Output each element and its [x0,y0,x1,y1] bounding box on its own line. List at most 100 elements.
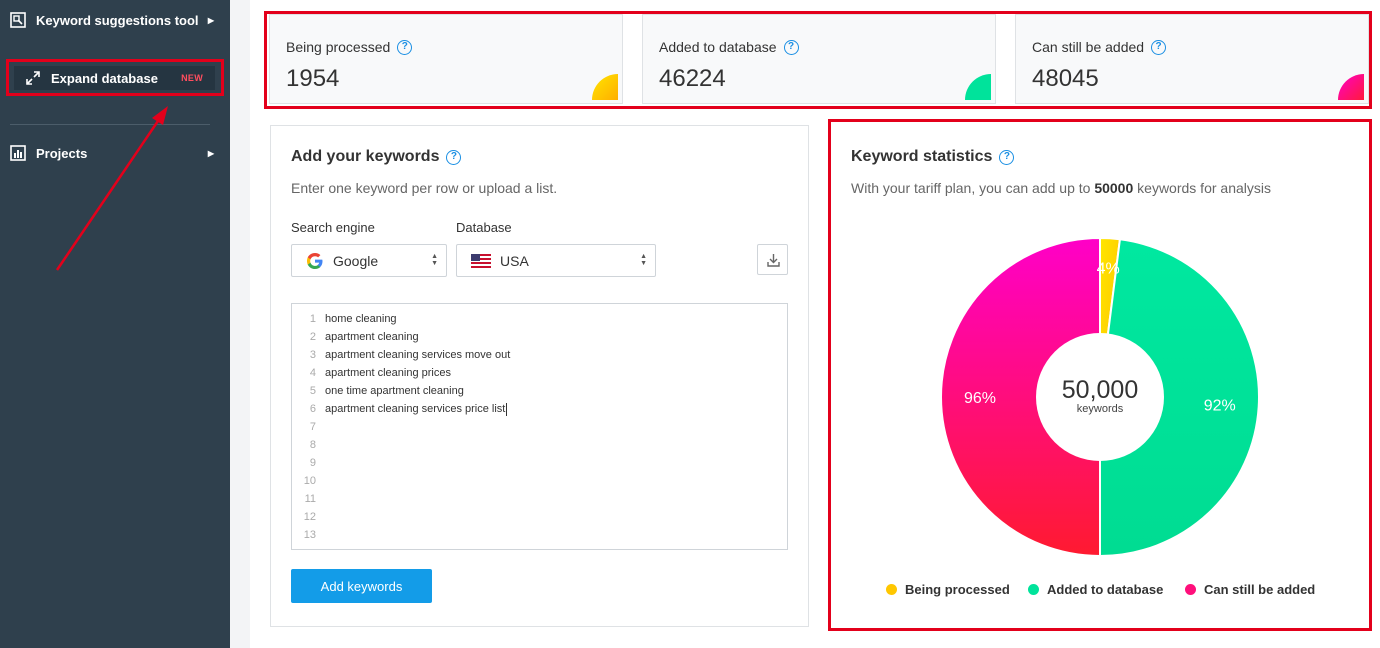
stat-label: Added to database [659,39,777,55]
stat-corner-graphic [592,74,618,100]
updown-arrows-icon: ▲ ▼ [431,253,438,267]
sidebar-item-projects[interactable]: Projects ▶ [0,138,230,168]
add-keywords-button[interactable]: Add keywords [291,569,432,603]
legend-label: Being processed [905,582,1010,597]
line-number: 1 [309,313,316,325]
sidebar: Keyword suggestions tool ▶ Expand databa… [0,0,230,648]
line-number: 10 [303,475,316,487]
donut-hole [1036,333,1164,461]
keyword-statistics-panel: Keyword statistics ? With your tariff pl… [828,119,1372,631]
slice-percent-label: 4% [1097,260,1120,277]
bar-chart-icon [10,145,26,161]
editor-line: 11 [292,490,325,508]
database-label: Database [456,220,512,235]
chevron-right-icon: ▶ [207,15,214,25]
stat-corner-graphic [965,74,991,100]
editor-line: 2 apartment cleaning [292,328,419,346]
google-icon [307,252,323,269]
editor-line: 10 [292,472,325,490]
stat-corner-graphic [1338,74,1364,100]
usa-flag-icon [471,253,491,268]
sidebar-item-expand-database[interactable]: Expand database NEW [14,66,215,90]
line-number: 5 [309,385,316,397]
line-text: apartment cleaning services move out [325,349,511,361]
search-engine-label: Search engine [291,220,375,235]
stat-card-can-still-be-added: Can still be added ? 48045 [1015,14,1369,104]
search-engine-value: Google [333,252,379,269]
editor-line: 8 [292,436,325,454]
line-number: 7 [309,421,316,433]
line-number: 6 [309,403,316,415]
stat-label-wrap: Can still be added ? [1032,39,1167,55]
download-icon [767,254,780,267]
stat-value: 1954 [286,65,340,92]
slice-can-still-be-added[interactable] [940,236,1101,558]
sidebar-item-label: Projects [36,145,88,161]
keyword-tool-icon [10,12,26,28]
chevron-right-icon: ▶ [207,148,214,158]
stat-label: Can still be added [1032,39,1145,55]
subtitle-text: With your tariff plan, you can add up to [851,180,1095,196]
keywords-textarea[interactable]: 1 home cleaning 2 apartment cleaning 3 apartm… [291,303,788,550]
editor-line: 12 [292,508,325,526]
upload-list-button[interactable] [757,244,788,275]
line-number: 8 [309,439,316,451]
database-select[interactable]: USA ▲ ▼ [456,244,656,277]
stat-card-added-to-database: Added to database ? 46224 [642,14,996,104]
legend-item-can-still-be-added: Can still be added [1185,582,1315,597]
editor-line: 3 apartment cleaning services move out [292,346,510,364]
stat-value: 46224 [659,65,726,92]
stat-label-wrap: Added to database ? [659,39,799,55]
editor-line: 5 one time apartment cleaning [292,382,464,400]
donut-center-label: keywords [1077,403,1124,415]
sidebar-item-keyword-suggestions[interactable]: Keyword suggestions tool ▶ [0,5,230,35]
help-icon[interactable]: ? [397,39,413,55]
help-icon[interactable]: ? [783,39,799,55]
line-number: 9 [309,457,316,469]
sidebar-divider [10,124,210,125]
stat-label-wrap: Being processed ? [286,39,413,55]
line-number: 12 [303,511,316,523]
line-text: apartment cleaning prices [325,367,451,379]
panel-title: Keyword statistics [851,148,993,165]
help-icon[interactable]: ? [446,149,462,165]
panel-title-wrap: Add your keywords ? [291,148,462,166]
legend-item-added-to-database: Added to database [1028,582,1163,597]
legend-label: Added to database [1047,582,1164,597]
sidebar-item-label: Expand database [51,70,158,86]
editor-line: 9 [292,454,325,472]
help-icon[interactable]: ? [1151,39,1167,55]
legend-item-being-processed: Being processed [886,582,1010,597]
search-engine-select[interactable]: Google ▲ ▼ [291,244,447,277]
line-text: apartment cleaning [325,331,419,343]
keyword-limit: 50000 [1094,180,1134,196]
panel-subtitle: Enter one keyword per row or upload a li… [291,180,558,196]
subtitle-text: keywords for analysis [1133,180,1271,196]
line-number: 3 [309,349,316,361]
panel-subtitle: With your tariff plan, you can add up to… [851,180,1271,196]
expand-icon [26,71,40,85]
panel-title: Add your keywords [291,148,440,165]
keyword-donut-chart: 50,000 keywords 4% 92% 96% [940,236,1260,558]
stat-label: Being processed [286,39,391,55]
line-text: apartment cleaning services price list [325,403,506,415]
legend-dot [1028,584,1039,595]
database-value: USA [500,252,529,269]
help-icon[interactable]: ? [999,149,1015,165]
legend-label: Can still be added [1204,582,1316,597]
panel-title-wrap: Keyword statistics ? [851,148,1015,166]
editor-line: 7 [292,418,325,436]
line-number: 11 [304,493,316,505]
editor-line: 1 home cleaning [292,310,397,328]
donut-center-value: 50,000 [1062,376,1138,404]
slice-added-to-database[interactable] [1099,238,1260,558]
editor-line: 6 apartment cleaning services price list [292,400,508,418]
text-caret [506,402,508,416]
editor-line: 13 [292,526,325,544]
stat-cards-highlight [264,11,1372,109]
line-text: home cleaning [325,313,397,325]
line-number: 13 [303,529,316,541]
line-number: 4 [309,367,316,379]
updown-arrows-icon: ▲ ▼ [640,253,647,267]
stat-card-being-processed: Being processed ? 1954 [269,14,623,104]
